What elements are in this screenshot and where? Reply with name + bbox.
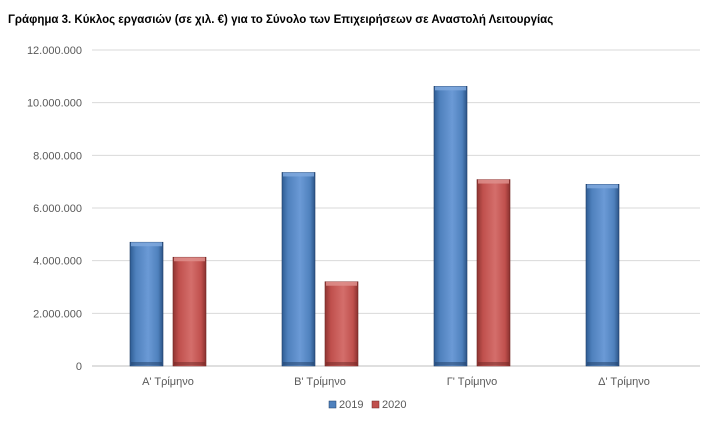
bar-cap — [587, 184, 618, 189]
legend: 2019 2020 — [328, 399, 406, 411]
y-tick-label: 10.000.000 — [27, 98, 82, 110]
y-tick-label: 2.000.000 — [33, 308, 82, 320]
bar-cap — [174, 257, 205, 262]
legend-swatch — [371, 400, 380, 409]
bar — [281, 172, 316, 367]
legend-label: 2019 — [339, 399, 363, 411]
chart-title: Γράφημα 3. Κύκλος εργασιών (σε χιλ. €) γ… — [8, 14, 554, 26]
bar-body — [129, 241, 164, 367]
bar — [172, 256, 207, 367]
bar-cap — [283, 172, 314, 177]
x-category-label: Γ' Τρίμηνο — [447, 376, 498, 388]
bar-body — [172, 256, 207, 367]
y-tick-label: 8.000.000 — [33, 150, 82, 162]
legend-swatch — [328, 400, 337, 409]
bar-base — [587, 362, 618, 365]
bar-base — [326, 362, 357, 365]
bar-base — [435, 362, 466, 365]
bar — [324, 281, 359, 367]
bar — [129, 241, 164, 367]
x-category-label: Α' Τρίμηνο — [142, 376, 194, 388]
y-tick-label: 6.000.000 — [33, 203, 82, 215]
bar-body — [281, 172, 316, 367]
legend-label: 2020 — [382, 399, 406, 411]
x-category-label: Β' Τρίμηνο — [294, 376, 346, 388]
bar-base — [478, 362, 509, 365]
x-axis-categories: Α' Τρίμηνο Β' Τρίμηνο Γ' Τρίμηνο Δ' Τρίμηνο — [142, 376, 650, 388]
bar-cap — [326, 281, 357, 286]
bar-body — [324, 281, 359, 367]
bar-base — [131, 362, 162, 365]
bar-body — [476, 179, 511, 367]
bar-base — [283, 362, 314, 365]
y-tick-label: 0 — [76, 361, 82, 373]
bar-cap — [435, 86, 466, 91]
bar — [433, 86, 468, 367]
bars — [129, 86, 620, 367]
bar-cap — [478, 179, 509, 184]
bar — [585, 184, 620, 367]
bar-base — [174, 362, 205, 365]
x-category-label: Δ' Τρίμηνο — [598, 376, 650, 388]
bar-body — [433, 86, 468, 367]
y-tick-label: 4.000.000 — [33, 256, 82, 268]
bar-cap — [131, 242, 162, 247]
bar — [476, 179, 511, 367]
y-tick-label: 12.000.000 — [27, 45, 82, 57]
bar-body — [585, 184, 620, 367]
y-axis-ticks: 0 2.000.000 4.000.000 6.000.000 8.000.000 10.… — [27, 45, 82, 373]
